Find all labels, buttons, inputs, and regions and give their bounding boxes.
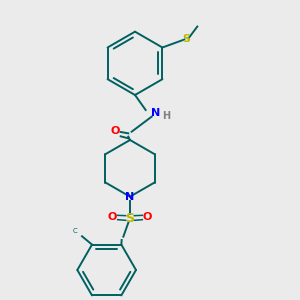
Text: N: N [151, 108, 160, 118]
Text: S: S [125, 212, 134, 225]
Text: C: C [73, 228, 78, 234]
Text: O: O [108, 212, 117, 222]
Text: O: O [142, 212, 152, 222]
Text: S: S [182, 34, 190, 44]
Text: H: H [163, 111, 171, 121]
Text: N: N [125, 192, 135, 202]
Text: O: O [111, 126, 120, 136]
